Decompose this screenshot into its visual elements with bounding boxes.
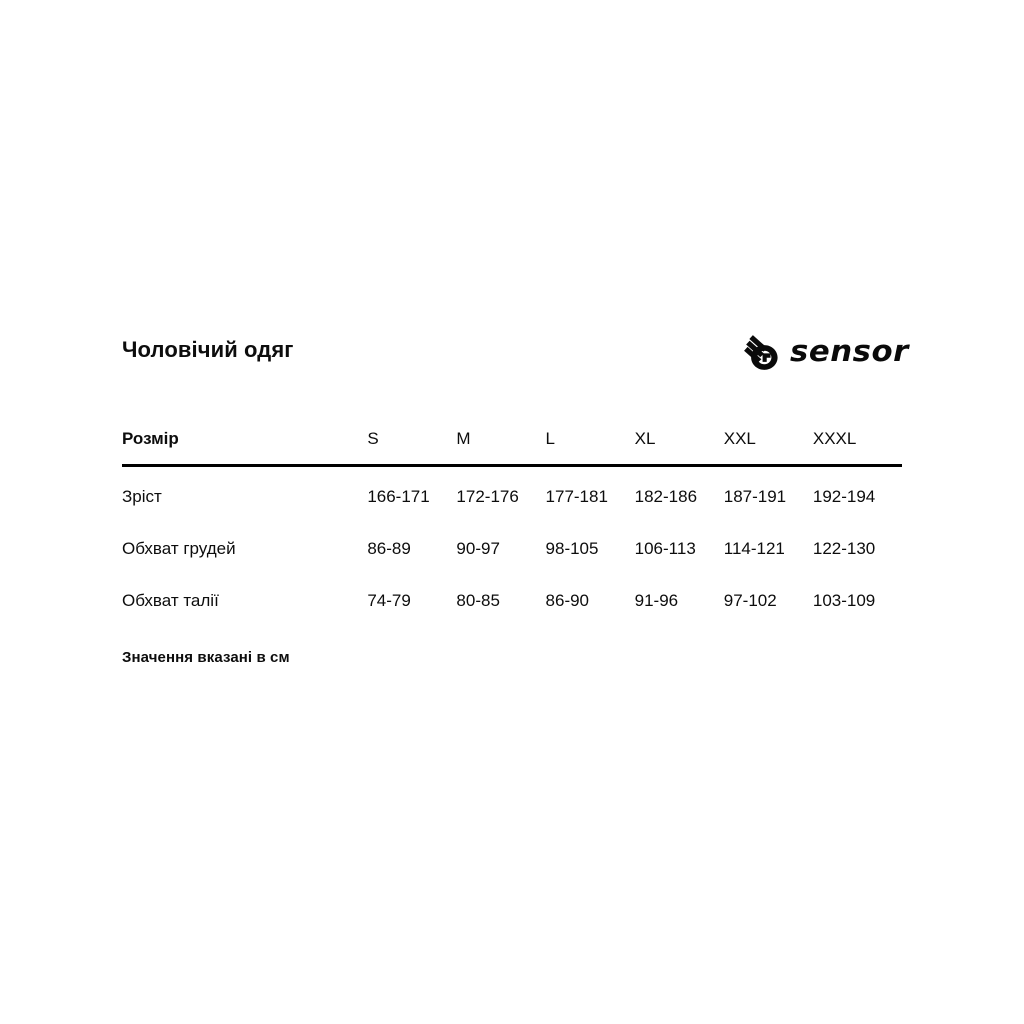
brand-wordmark: sensor	[789, 333, 909, 368]
cell-height-xl: 182-186	[634, 487, 698, 506]
header-size-xxxl: XXXL	[812, 429, 857, 448]
cell-waist-xl: 91-96	[634, 591, 679, 610]
row-label-waist: Обхват талії	[122, 591, 219, 610]
cell-height-l: 177-181	[545, 487, 608, 506]
cell-height-xxl: 187-191	[723, 487, 787, 506]
cell-height-m: 172-176	[456, 487, 519, 506]
sensor-hand-logo-mark-icon	[743, 335, 778, 370]
size-chart-sheet: Чоловічий одяг sensor Розмір S	[122, 322, 908, 666]
row-label-height: Зріст	[122, 487, 162, 506]
brand-logo: sensor	[743, 331, 908, 371]
cell-chest-xxxl: 122-130	[812, 539, 876, 558]
page-title: Чоловічий одяг	[122, 337, 294, 362]
cell-waist-l: 86-90	[545, 591, 590, 610]
row-label-chest: Обхват грудей	[122, 539, 236, 558]
header-size-xxl: XXL	[723, 429, 756, 448]
units-footnote: Значення вказані в см	[122, 649, 290, 666]
size-table-head: Розмір S M L XL XXL XXXL	[122, 414, 902, 466]
cell-waist-xxl: 97-102	[723, 591, 777, 610]
cell-waist-s: 74-79	[367, 591, 411, 610]
cell-chest-s: 86-89	[367, 539, 411, 558]
cell-height-xxxl: 192-194	[812, 487, 876, 506]
header-size-xl: XL	[634, 429, 656, 448]
cell-chest-xl: 106-113	[634, 539, 696, 558]
table-row: Обхват талії 74-79 80-85 86-90 91-96 97-…	[122, 575, 902, 627]
header-size-l: L	[545, 429, 555, 448]
header-size-m: M	[456, 429, 471, 448]
table-row: Обхват грудей 86-89 90-97 98-105 106-113…	[122, 523, 902, 575]
size-table-body: Зріст 166-171 172-176 177-181 182-186 18…	[122, 466, 902, 628]
chart-header: Чоловічий одяг sensor	[122, 322, 908, 378]
cell-waist-m: 80-85	[456, 591, 500, 610]
cell-waist-xxxl: 103-109	[812, 591, 876, 610]
header-size-s: S	[367, 429, 379, 448]
header-size-label: Розмір	[122, 429, 179, 448]
cell-chest-l: 98-105	[545, 539, 599, 558]
size-table-header-row: Розмір S M L XL XXL XXXL	[122, 414, 902, 466]
cell-chest-m: 90-97	[456, 539, 500, 558]
cell-chest-xxl: 114-121	[723, 539, 785, 558]
size-table: Розмір S M L XL XXL XXXL Зріст 166-171 1…	[122, 414, 902, 627]
table-row: Зріст 166-171 172-176 177-181 182-186 18…	[122, 466, 902, 524]
cell-height-s: 166-171	[367, 487, 430, 506]
